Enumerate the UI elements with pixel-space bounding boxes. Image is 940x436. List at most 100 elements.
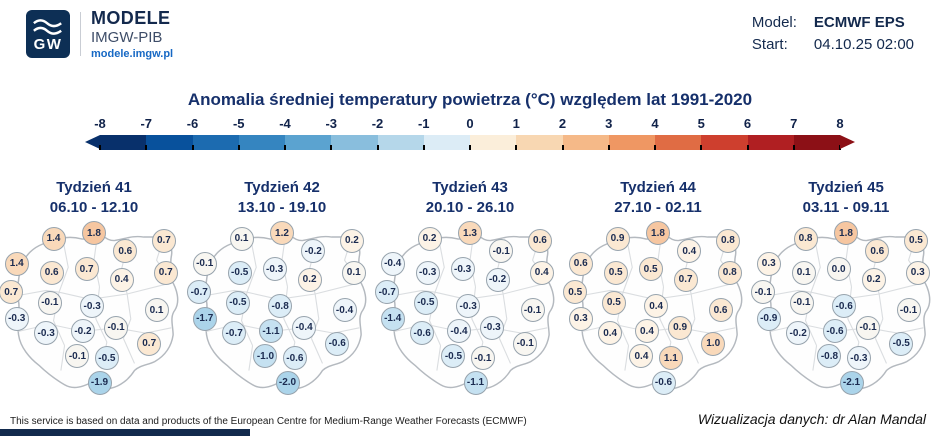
colorbar-tick-mark [422,145,425,150]
station-value-s15: -0.6 [410,321,435,346]
station-value-s18: 1.0 [701,331,726,356]
colorbar-tick-label: 7 [790,116,798,131]
station-value-s01: 0.6 [568,251,593,276]
station-value-s16: -1.1 [258,319,283,344]
station-value-s19: -0.8 [817,344,842,369]
station-value-s03: 1.8 [646,221,670,246]
station-value-s13: 0.1 [144,298,169,322]
station-value-s06: 0.1 [791,260,816,285]
colorbar-segment [516,135,563,150]
station-value-s15: 0.4 [598,321,623,346]
station-value-s20: -0.3 [846,346,871,371]
station-value-s17: -0.1 [856,315,881,340]
station-value-s17: 0.9 [668,315,693,340]
colorbar-tick-label: -3 [325,116,338,131]
colorbar-segment [100,135,147,150]
station-value-s10: -0.7 [375,280,400,305]
station-value-s12: -0.3 [456,294,481,319]
station-value-s04: 0.6 [113,239,138,264]
colorbar-tick-label: -1 [417,116,430,131]
station-value-s21: -1.9 [87,370,112,395]
waves-icon [33,19,62,36]
model-row: Model: ECMWF EPS [752,14,914,31]
colorbar-tick-labels: -8 -7 -6 -5 -4 -3 -2 -1 0 1 2 3 4 5 6 7 8 [94,116,844,133]
station-value-s03: 1.2 [270,221,294,246]
station-value-s05: 0.5 [903,228,928,253]
colorbar-segment [747,135,794,150]
imgw-logo-text: GW [33,36,63,54]
station-value-s11: -0.1 [37,290,62,315]
station-value-s11: -0.5 [225,290,250,315]
station-value-s18: -0.6 [325,331,350,356]
start-value: 04.10.25 02:00 [813,36,914,53]
station-value-s09: 0.8 [717,260,742,285]
station-value-s19: -1.0 [253,344,278,369]
station-value-s21: -1.1 [463,370,488,395]
station-value-s18: -0.5 [889,331,914,356]
station-value-s05: 0.8 [715,228,740,253]
poland-map: 0.6 0.9 1.8 0.4 0.8 0.5 0.5 0.7 0.8 0.5 0.5 0.4 0.6 0… [563,221,750,399]
station-value-s08: 0.7 [673,267,698,292]
station-value-s14: 0.3 [568,306,593,331]
colorbar-tick-mark [376,145,379,150]
start-label: Start: [751,36,788,53]
week-label: Tydzień 44 [620,179,696,196]
station-value-s13: -0.1 [896,298,921,322]
week-dates: 20.10 - 26.10 [425,198,515,216]
station-value-s11: 0.5 [601,290,626,315]
colorbar: -8 -7 -6 -5 -4 -3 -2 -1 0 1 2 3 4 5 6 7 8 [85,116,855,150]
colorbar-segment [793,135,840,150]
colorbar-segment [423,135,470,150]
station-value-s01: 1.4 [4,251,29,276]
station-value-s20: -0.6 [282,346,307,371]
brand-imgw-pib: IMGW-PIB [91,28,163,46]
week-dates: 03.11 - 09.11 [802,198,890,216]
colorbar-bar-row [85,135,855,150]
ecmwf-disclaimer: This service is based on data and produc… [10,416,527,427]
station-value-s15: -0.3 [34,321,59,346]
colorbar-left-arrow [85,135,100,149]
week-label: Tydzień 45 [808,179,884,196]
station-value-s14: -0.9 [756,306,781,331]
brand-url-link[interactable]: modele.imgw.pl [91,47,174,60]
station-value-s07: 0.7 [74,257,99,282]
station-value-s13: 0.6 [708,298,733,322]
imgw-logo: GW [26,10,70,59]
colorbar-tick-label: -8 [94,116,106,131]
station-value-s15: -0.7 [222,321,247,346]
station-value-s13: -0.4 [332,298,357,322]
station-value-s06: 0.6 [39,260,64,285]
week-label: Tydzień 43 [432,179,508,196]
station-value-s01: -0.4 [380,251,405,276]
station-value-s11: -0.5 [413,290,438,315]
station-value-s03: 1.8 [834,221,858,246]
footer: This service is based on data and produc… [10,411,926,427]
colorbar-tick-mark [145,145,148,150]
weekly-maps-row: Tydzień 41 06.10 - 12.10 1.4 1.4 1.8 0.6 0.7 0.… [0,178,938,399]
station-value-s20: 1.1 [658,346,683,371]
colorbar-tick-label: 5 [697,116,705,131]
colorbar-tick-mark [237,145,240,150]
station-value-s07: -0.3 [262,257,287,282]
week-map-panel: Tydzień 41 06.10 - 12.10 1.4 1.4 1.8 0.6 0.7 0.… [0,178,186,399]
station-value-s08: 0.2 [861,267,886,292]
station-value-s06: -0.5 [227,260,252,285]
brand-text: MODELE IMGW-PIB modele.imgw.pl [91,8,173,61]
station-value-s03: 1.3 [458,221,482,246]
colorbar-tick-mark [515,145,518,150]
station-value-s12: -0.3 [80,294,105,319]
station-value-s07: 0.5 [638,257,663,282]
colorbar-tick-mark [700,145,703,150]
station-value-s17: -0.4 [292,315,317,340]
station-value-s10: 0.5 [563,280,588,305]
station-value-s13: -0.1 [520,298,545,322]
colorbar-segment [562,135,609,150]
station-value-s16: -0.6 [822,319,847,344]
station-value-s02: 0.2 [417,226,442,251]
colorbar-segment [655,135,702,150]
station-value-s14: -1.4 [380,306,405,331]
colorbar-tick-label: 8 [836,116,844,131]
station-value-s16: -0.2 [70,319,95,344]
station-value-s04: -0.1 [489,239,514,264]
station-value-s05: 0.7 [151,228,176,253]
